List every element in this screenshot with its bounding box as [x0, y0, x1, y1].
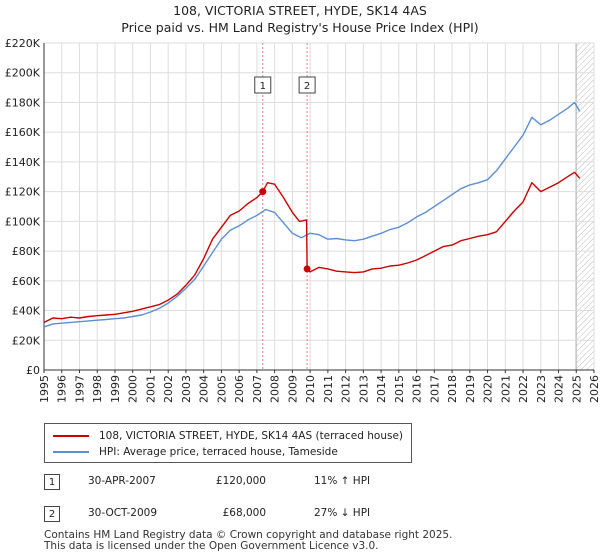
- footer-line-1: Contains HM Land Registry data © Crown c…: [44, 529, 453, 541]
- x-tick-label: 2019: [464, 375, 477, 403]
- legend: 108, VICTORIA STREET, HYDE, SK14 4AS (te…: [44, 423, 412, 463]
- x-tick-label: 2007: [251, 375, 264, 403]
- title-line-2: Price paid vs. HM Land Registry's House …: [121, 20, 479, 35]
- x-tick-label: 2026: [588, 375, 600, 403]
- transaction-price: £120,000: [215, 475, 266, 487]
- x-tick-label: 2005: [215, 375, 228, 403]
- transaction-label: 1: [260, 81, 266, 92]
- x-tick-label: 2021: [499, 375, 512, 403]
- transaction-label-box: [298, 76, 316, 94]
- x-tick-label: 2000: [127, 375, 140, 403]
- transaction-date: 30-APR-2007: [88, 475, 156, 487]
- x-tick-label: 2013: [357, 375, 370, 403]
- price-chart: £0 £20K £40K £60K £80K £100K £120K £140K £160K £1…: [5, 37, 600, 403]
- transaction-point: [259, 188, 267, 196]
- transaction-date: 30-OCT-2009: [88, 507, 157, 519]
- transaction-label: 2: [304, 81, 310, 92]
- x-tick-label: 2022: [517, 375, 530, 403]
- x-tick-label: 2004: [198, 375, 211, 403]
- title-line-1: 108, VICTORIA STREET, HYDE, SK14 4AS: [173, 3, 427, 18]
- x-tick-label: 2002: [162, 375, 175, 403]
- x-tick-label: 2012: [340, 375, 353, 403]
- x-tick-label: 2025: [570, 375, 583, 403]
- y-tick-label: £60K: [12, 275, 41, 288]
- x-tick-label: 1998: [91, 375, 104, 403]
- transaction-label-box: [254, 76, 272, 94]
- x-tick-label: 2008: [269, 375, 282, 403]
- y-tick-label: £220K: [5, 37, 41, 50]
- x-tick-label: 2017: [428, 375, 441, 403]
- y-tick-label: £0: [26, 364, 40, 377]
- legend-label-red: 108, VICTORIA STREET, HYDE, SK14 4AS (te…: [99, 430, 404, 442]
- transaction-price: £68,000: [222, 507, 266, 519]
- x-tick-label: 2016: [411, 375, 424, 403]
- y-tick-label: £200K: [5, 67, 41, 80]
- x-tick-label: 2020: [482, 375, 495, 403]
- x-tick-label: 1999: [109, 375, 122, 403]
- y-tick-label: £120K: [5, 186, 41, 199]
- x-tick-label: 2023: [535, 375, 548, 403]
- x-tick-label: 2011: [322, 375, 335, 403]
- y-tick-label: £80K: [12, 245, 41, 258]
- x-tick-label: 1995: [38, 375, 51, 403]
- series-line-hpi: [43, 101, 581, 328]
- x-tick-label: 2014: [375, 375, 388, 403]
- transaction-point: [303, 265, 311, 273]
- transaction-marker-box: 1: [44, 474, 60, 490]
- legend-label-blue: HPI: Average price, terraced house, Tame…: [99, 446, 338, 458]
- transaction-hpi: 11% ↑ HPI: [314, 475, 371, 487]
- y-tick-label: £160K: [5, 126, 41, 139]
- legend-item-blue: HPI: Average price, terraced house, Tame…: [45, 444, 411, 460]
- transaction-hpi: 27% ↓ HPI: [314, 507, 371, 519]
- legend-line-blue: [53, 451, 89, 453]
- x-tick-label: 2003: [180, 375, 193, 403]
- x-tick-label: 1996: [56, 375, 69, 403]
- x-tick-label: 2015: [393, 375, 406, 403]
- x-tick-label: 1997: [73, 375, 86, 403]
- y-tick-label: £140K: [5, 156, 41, 169]
- y-tick-label: £180K: [5, 96, 41, 109]
- chart-title: 108, VICTORIA STREET, HYDE, SK14 4AS Pri…: [0, 2, 600, 36]
- plot-area: [44, 43, 594, 370]
- x-tick-label: 2010: [304, 375, 317, 403]
- legend-line-red: [53, 435, 89, 437]
- y-tick-label: £100K: [5, 215, 41, 228]
- hatched-region: [576, 43, 594, 370]
- legend-item-red: 108, VICTORIA STREET, HYDE, SK14 4AS (te…: [45, 428, 411, 444]
- transaction-marker-box: 2: [44, 506, 60, 522]
- y-tick-label: £40K: [12, 305, 41, 318]
- x-tick-label: 2018: [446, 375, 459, 403]
- x-tick-label: 2006: [233, 375, 246, 403]
- footer: Contains HM Land Registry data © Crown c…: [44, 530, 452, 552]
- x-tick-label: 2024: [553, 375, 566, 403]
- footer-line-2: This data is licensed under the Open Gov…: [44, 540, 379, 552]
- x-tick-label: 2009: [286, 375, 299, 403]
- y-tick-label: £20K: [12, 334, 41, 347]
- x-tick-label: 2001: [144, 375, 157, 403]
